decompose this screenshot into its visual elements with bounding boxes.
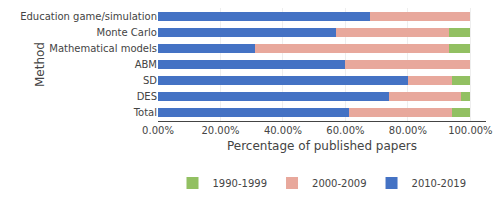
svg-text:2000-2009: 2000-2009 [312, 178, 367, 189]
svg-text:1990-1999: 1990-1999 [213, 178, 268, 189]
svg-text:ABM: ABM [135, 59, 157, 70]
svg-text:Mathematical models: Mathematical models [49, 43, 157, 54]
svg-text:20.00%: 20.00% [201, 125, 239, 136]
svg-text:2010-2019: 2010-2019 [412, 178, 467, 189]
svg-text:100.00%: 100.00% [448, 125, 493, 136]
svg-text:80.00%: 80.00% [389, 125, 427, 136]
svg-text:0.00%: 0.00% [142, 125, 174, 136]
svg-text:DES: DES [137, 91, 157, 102]
svg-text:40.00%: 40.00% [264, 125, 302, 136]
svg-text:Method: Method [33, 42, 47, 87]
svg-text:Monte Carlo: Monte Carlo [97, 27, 157, 38]
svg-text:60.00%: 60.00% [326, 125, 364, 136]
svg-text:Education game/simulation: Education game/simulation [20, 11, 157, 22]
svg-text:Total: Total [133, 107, 157, 118]
svg-text:Percentage of published papers: Percentage of published papers [227, 139, 417, 153]
svg-text:SD: SD [143, 75, 157, 86]
